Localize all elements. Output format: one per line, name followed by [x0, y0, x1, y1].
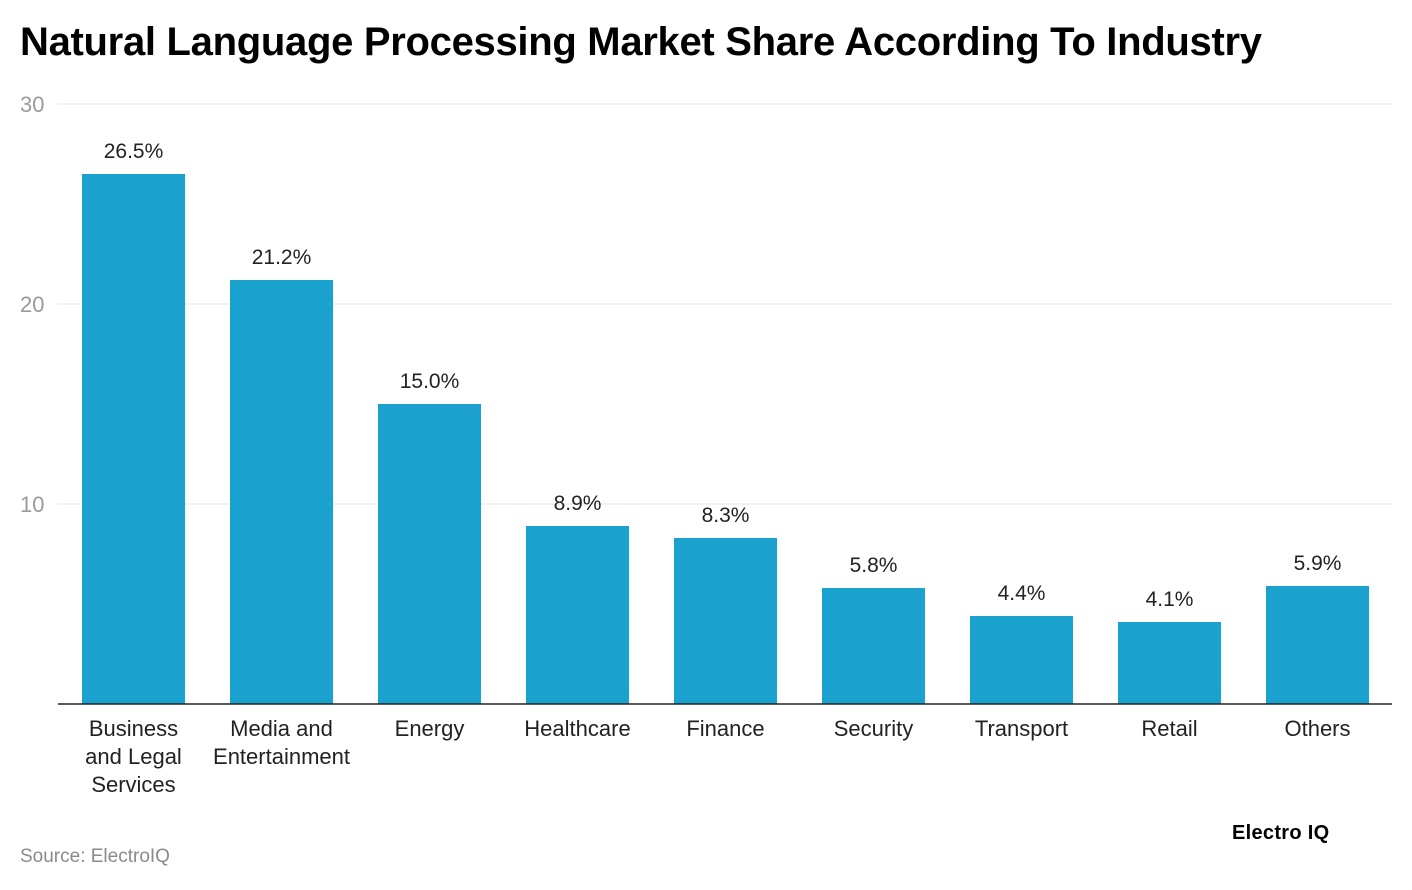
x-tick-label: Retail	[1141, 716, 1197, 741]
data-label: 26.5%	[104, 140, 164, 163]
data-label: 15.0%	[400, 370, 460, 393]
x-tick-label: Others	[1284, 716, 1350, 741]
category-labels: Business and Legal Services Media and Entert…	[85, 716, 1350, 797]
y-tick-label: 20	[20, 292, 44, 317]
chart-title: Natural Language Processing Market Share…	[20, 20, 1262, 64]
y-tick-label: 10	[20, 492, 44, 517]
data-label: 8.3%	[702, 504, 750, 527]
bar	[970, 616, 1073, 704]
bar	[526, 526, 629, 704]
x-tick-label: Finance	[686, 716, 764, 741]
x-tick-label: Business and Legal Services	[85, 716, 182, 797]
data-labels: 26.5% 21.2% 15.0% 8.9% 8.3% 5.8% 4.4% 4.1% 5.9%	[104, 140, 1342, 611]
bars	[82, 174, 1369, 704]
y-tick-label: 30	[20, 92, 44, 117]
source-note: Source: ElectroIQ	[20, 846, 170, 867]
x-tick-label: Security	[834, 716, 913, 741]
bar	[1266, 586, 1369, 704]
x-tick-label: Healthcare	[524, 716, 630, 741]
bar	[82, 174, 185, 704]
bar	[378, 404, 481, 704]
x-tick-label: Media and Entertainment	[213, 716, 350, 769]
bar	[1118, 622, 1221, 704]
data-label: 8.9%	[554, 492, 602, 515]
bar	[674, 538, 777, 704]
data-label: 4.1%	[1146, 588, 1194, 611]
data-label: 4.4%	[998, 582, 1046, 605]
data-label: 5.9%	[1294, 552, 1342, 575]
x-tick-label: Transport	[975, 716, 1068, 741]
gridlines: 10 20 30	[20, 92, 1392, 517]
brand-logo: Electro IQ	[1232, 822, 1330, 844]
data-label: 21.2%	[252, 246, 312, 269]
bar	[822, 588, 925, 704]
bar	[230, 280, 333, 704]
data-label: 5.8%	[850, 554, 898, 577]
x-tick-label: Energy	[395, 716, 465, 741]
